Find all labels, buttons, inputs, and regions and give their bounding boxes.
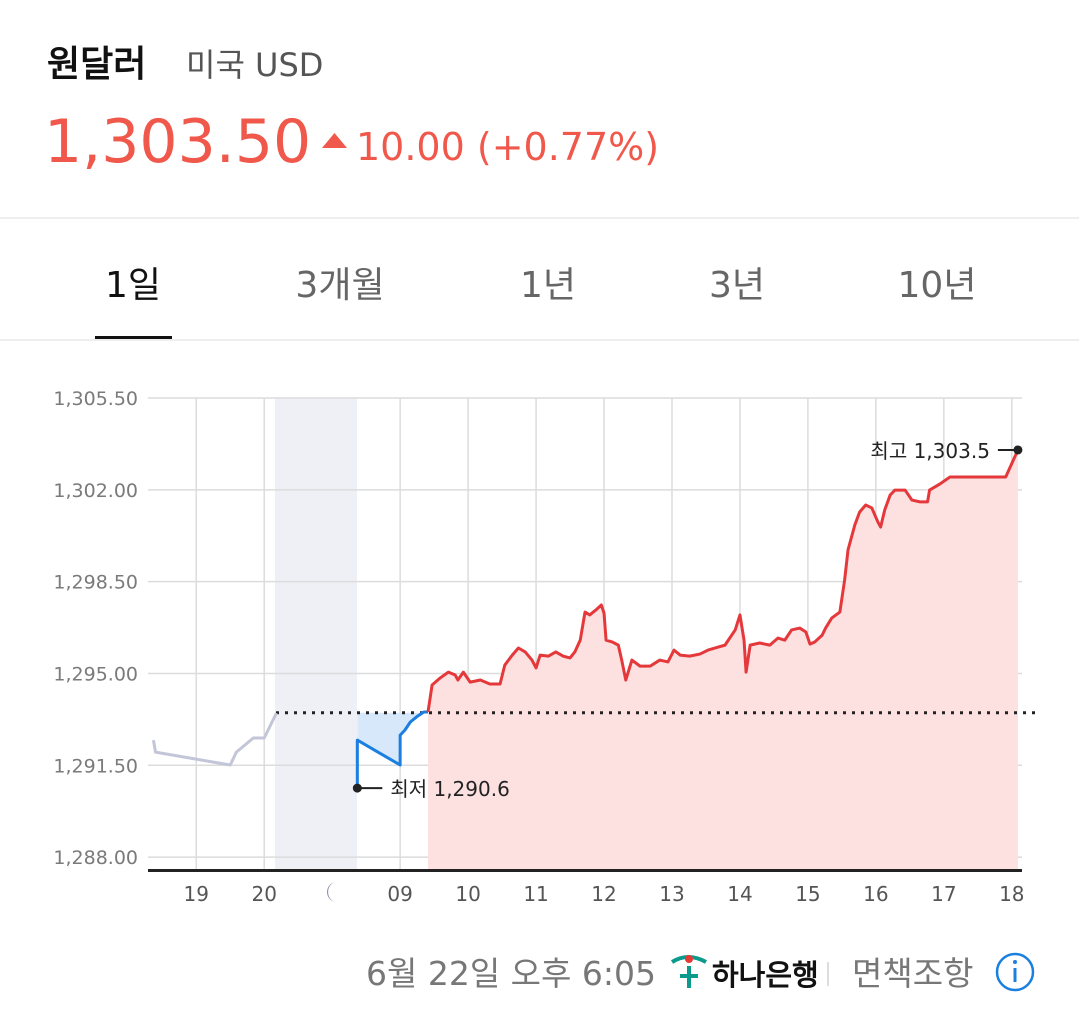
timestamp: 6월 22일 오후 6:05 — [366, 954, 656, 993]
annotation-label: 최저 1,290.6 — [390, 777, 510, 801]
info-stem — [1013, 968, 1017, 982]
title: 원달러 — [47, 44, 146, 85]
areas — [357, 449, 1018, 871]
disclaimer[interactable]: 면책조항 — [852, 954, 973, 993]
x-tick-label: 17 — [931, 882, 956, 906]
tab[interactable]: 3개월 — [295, 265, 384, 306]
separator — [827, 962, 829, 986]
y-tick-label: 1,295.00 — [53, 663, 138, 685]
x-tick-label: 14 — [727, 882, 752, 906]
logo-dot — [685, 955, 693, 963]
annotation-point — [1013, 445, 1023, 455]
divider — [0, 339, 1079, 341]
subtitle: 미국 USD — [186, 46, 323, 84]
y-tick-label: 1,291.50 — [53, 755, 138, 777]
tab[interactable]: 1년 — [520, 265, 576, 306]
up-arrow — [322, 133, 347, 148]
series-line — [355, 710, 429, 789]
annotation-point — [352, 783, 362, 793]
change: 10.00 (+0.77%) — [356, 125, 659, 169]
night-band — [275, 398, 357, 871]
tab[interactable]: 3년 — [709, 265, 765, 306]
lines — [151, 449, 1020, 789]
info-button[interactable] — [995, 952, 1035, 992]
x-tick-label: 18 — [999, 882, 1024, 906]
tab-underline — [95, 336, 172, 339]
x-tick-label: 13 — [659, 882, 684, 906]
x-tick-label: 10 — [455, 882, 480, 906]
bank-logo — [670, 955, 707, 988]
tab[interactable]: 10년 — [898, 265, 977, 306]
x-axis-labels: 19 20 09 10 11 12 13 14 15 16 17 18 — [184, 882, 1025, 906]
annotations: 최고 1,303.5 최저 1,290.6 — [352, 439, 1023, 801]
y-tick-label: 1,305.50 — [53, 388, 138, 410]
divider — [0, 217, 1079, 219]
x-tick-label: 12 — [591, 882, 616, 906]
x-tick-label: 11 — [523, 882, 548, 906]
x-tick-label: 20 — [251, 882, 276, 906]
y-tick-label: 1,288.00 — [53, 847, 138, 869]
tab[interactable]: 1일 — [105, 265, 161, 306]
annotation-label: 최고 1,303.5 — [870, 439, 990, 463]
series-line — [426, 449, 1020, 713]
y-tick-label: 1,298.50 — [53, 572, 138, 594]
price: 1,303.50 — [44, 107, 311, 177]
area — [357, 712, 429, 789]
x-tick-label: 19 — [184, 882, 209, 906]
logo-mark — [680, 966, 698, 988]
series-line — [151, 712, 278, 767]
bank-name: 하나은행 — [712, 958, 819, 992]
night-icon — [327, 882, 337, 902]
area — [428, 449, 1018, 871]
x-tick-label: 15 — [795, 882, 820, 906]
x-tick-label: 09 — [387, 882, 412, 906]
y-tick-label: 1,302.00 — [53, 480, 138, 502]
x-axis — [148, 869, 1022, 872]
info-circle — [995, 952, 1035, 992]
x-tick-label: 16 — [863, 882, 888, 906]
info-dot — [1013, 960, 1017, 964]
